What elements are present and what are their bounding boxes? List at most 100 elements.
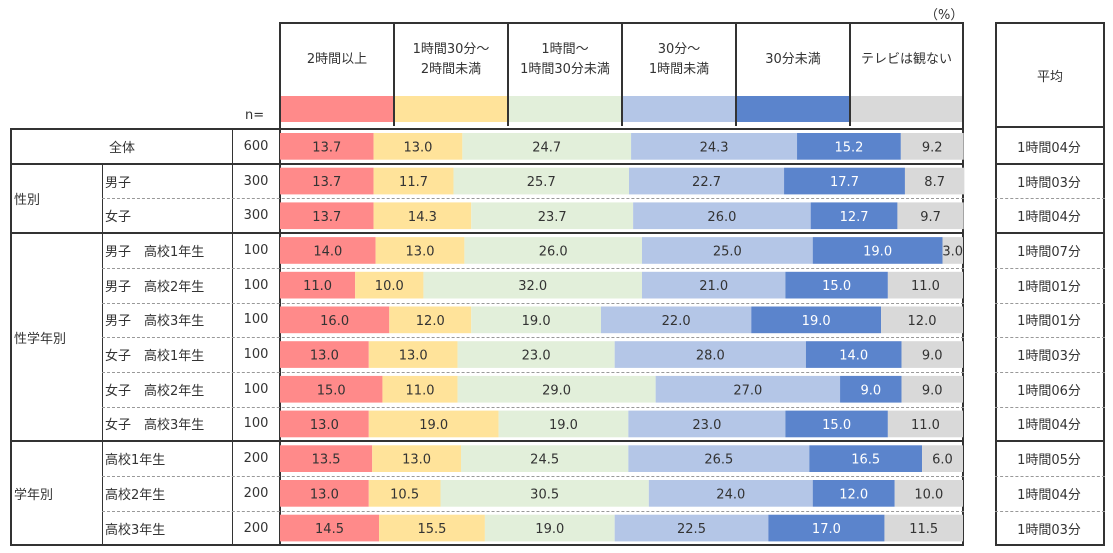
data-label: 19.0 <box>419 418 448 433</box>
bar-segment <box>280 133 374 160</box>
data-label: 19.0 <box>535 522 564 537</box>
table-border <box>10 128 964 130</box>
table-border <box>102 163 103 546</box>
average-value: 1時間03分 <box>1017 522 1081 538</box>
bar-segment <box>648 480 813 507</box>
bar-segment <box>901 341 963 368</box>
bar-segment <box>280 271 356 299</box>
bar-segment <box>375 237 465 264</box>
bar-segment <box>901 375 963 403</box>
bar-segment <box>457 341 615 368</box>
bar-segment <box>894 480 963 507</box>
data-label: 17.7 <box>830 175 859 190</box>
n-value: 100 <box>243 416 269 432</box>
bar-segment <box>900 133 964 160</box>
legend-swatch <box>509 96 621 122</box>
bar-segment <box>628 410 786 438</box>
row-divider <box>995 476 1105 477</box>
data-label: 15.0 <box>822 279 851 294</box>
bar-segment <box>614 514 769 542</box>
data-label: 30.5 <box>530 487 559 502</box>
data-label: 19.0 <box>522 314 551 329</box>
bar-segment <box>280 167 374 195</box>
table-border <box>995 126 997 546</box>
data-label: 24.3 <box>700 140 729 155</box>
data-label: 13.0 <box>310 418 339 433</box>
data-label: 19.0 <box>863 244 892 259</box>
bar-segment <box>922 445 963 472</box>
row-label: 女子 高校3年生 <box>105 418 205 434</box>
data-label: 15.2 <box>834 140 863 155</box>
bar-segment <box>373 167 454 195</box>
data-label: 11.5 <box>909 522 938 537</box>
row-divider <box>995 198 1105 200</box>
bar-segment <box>887 410 963 438</box>
n-value: 100 <box>243 277 269 293</box>
bar-segment <box>614 341 806 368</box>
n-value: 100 <box>243 347 269 363</box>
table-border <box>995 544 1105 547</box>
group-label: 性別 <box>14 192 41 208</box>
row-label: 女子 <box>105 210 132 226</box>
data-label: 15.0 <box>822 418 851 433</box>
data-label: 13.0 <box>310 487 339 502</box>
table-border <box>10 232 964 235</box>
legend-item-3: 30分～ 1時間未満 <box>621 22 735 126</box>
row-divider <box>102 302 964 304</box>
legend-item-5: テレビは観ない <box>849 22 964 126</box>
bar-segment <box>462 133 632 160</box>
data-label: 19.0 <box>802 314 831 329</box>
row-divider <box>102 337 964 339</box>
bar-segment <box>751 306 882 334</box>
bar-segment <box>897 202 964 230</box>
row-divider <box>102 476 964 477</box>
n-value: 200 <box>243 520 269 536</box>
row-divider <box>102 510 964 512</box>
table-border <box>10 544 964 547</box>
bar-segment <box>641 271 786 299</box>
bar-segment <box>641 237 813 264</box>
data-label: 15.5 <box>417 522 446 537</box>
bar-segment <box>812 480 895 507</box>
bar-segment <box>768 514 885 542</box>
bar-segment <box>464 237 642 264</box>
legend-swatch <box>281 96 393 122</box>
n-value: 200 <box>243 451 269 467</box>
bar-segment <box>655 375 841 403</box>
data-label: 17.0 <box>812 522 841 537</box>
n-value: 600 <box>243 138 269 154</box>
bar-segment <box>633 202 811 230</box>
average-value: 1時間06分 <box>1017 383 1081 399</box>
data-label: 15.0 <box>317 383 346 398</box>
data-label: 9.2 <box>922 140 943 155</box>
average-value: 1時間04分 <box>1017 210 1081 226</box>
bar-segment <box>372 445 461 472</box>
bar-segment <box>784 167 905 195</box>
average-header-label: 平均 <box>1036 69 1063 85</box>
legend-label: 30分～ 1時間未満 <box>648 42 710 77</box>
table-border <box>10 129 12 546</box>
row-label: 高校3年生 <box>105 522 166 538</box>
n-value: 100 <box>243 312 269 328</box>
data-label: 11.0 <box>911 279 940 294</box>
bar-segment <box>797 133 901 160</box>
bar-segment <box>368 480 441 507</box>
data-label: 14.3 <box>408 210 437 225</box>
bar-segment <box>887 271 963 299</box>
bar-segment <box>280 237 376 264</box>
bar-segment <box>280 445 373 472</box>
data-label: 21.0 <box>699 279 728 294</box>
data-label: 13.7 <box>312 210 341 225</box>
row-label: 女子 高校1年生 <box>105 349 205 365</box>
data-label: 9.0 <box>922 383 943 398</box>
data-label: 27.0 <box>733 383 762 398</box>
data-label: 11.0 <box>303 279 332 294</box>
row-label: 男子 高校2年生 <box>105 279 205 295</box>
bar-segment <box>809 445 923 472</box>
bar-segment <box>280 410 369 438</box>
data-label: 26.0 <box>539 244 568 259</box>
data-label: 6.0 <box>932 453 953 468</box>
bar-segment <box>379 514 485 542</box>
table-border <box>995 440 1105 443</box>
